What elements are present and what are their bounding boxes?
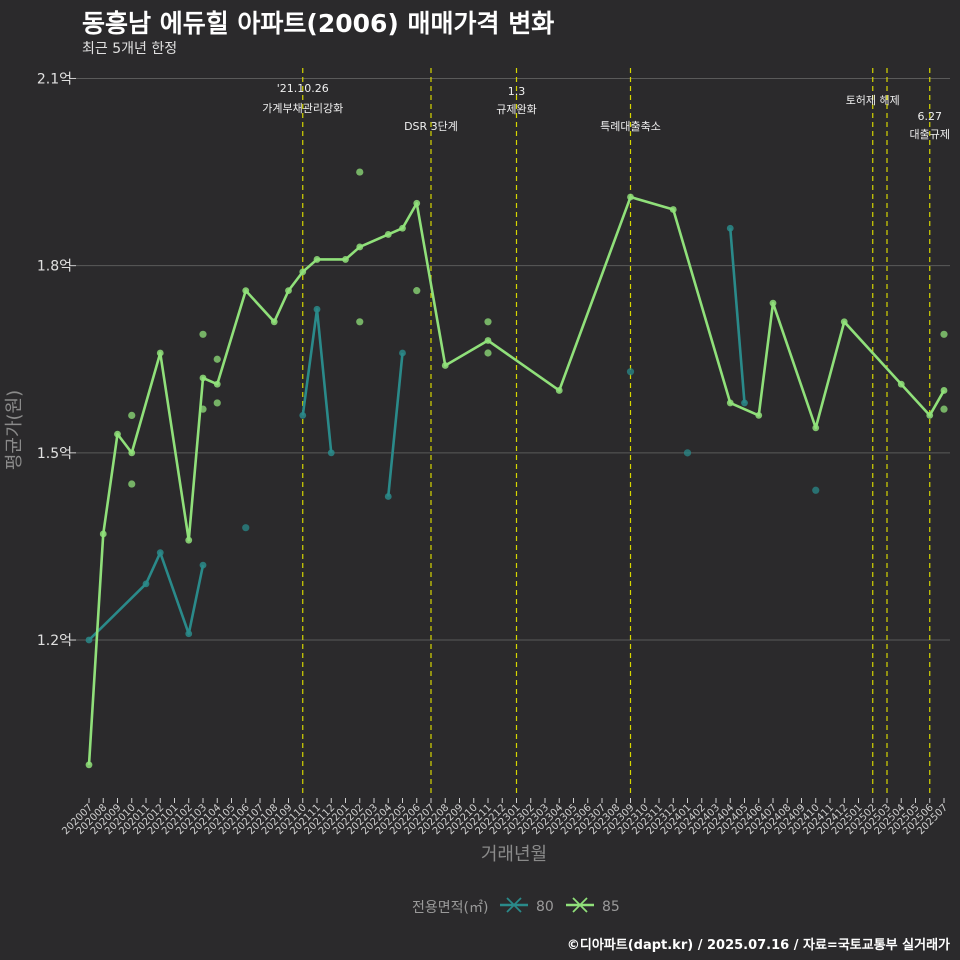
data-point-85 bbox=[313, 256, 321, 263]
chart-subtitle: 최근 5개년 한정 bbox=[82, 41, 178, 57]
y-axis-ticks: 1.2억 1.5억 1.8억 2.1억 bbox=[37, 71, 76, 649]
data-point-85 bbox=[726, 399, 734, 407]
data-point-85 bbox=[484, 337, 492, 344]
event-annotation: '21.10.26 bbox=[277, 82, 329, 95]
data-point-80 bbox=[741, 399, 748, 407]
series-line-80 bbox=[386, 352, 404, 497]
event-annotation: DSR 3단계 bbox=[404, 120, 458, 133]
data-point-80 bbox=[812, 486, 820, 494]
source-caption: ©디아파트(dapt.kr) / 2025.07.16 / 자료=국토교통부 실… bbox=[566, 938, 950, 953]
data-point-80 bbox=[299, 412, 307, 419]
data-point-85 bbox=[812, 424, 820, 432]
event-annotation: 특례대출축소 bbox=[600, 120, 661, 133]
data-point-85 bbox=[413, 287, 421, 295]
event-annotation: 대출규제 bbox=[910, 128, 950, 141]
data-point-85 bbox=[99, 530, 107, 538]
legend-label-85: 85 bbox=[602, 899, 620, 915]
x-axis-title: 거래년월 bbox=[481, 844, 547, 865]
x-axis-ticks: 2020072020082020092020102020112020122021… bbox=[60, 798, 950, 837]
series-line-80 bbox=[728, 228, 746, 404]
event-annotation: 규제완화 bbox=[496, 103, 536, 116]
data-point-80 bbox=[399, 349, 406, 357]
data-point-85 bbox=[128, 480, 136, 488]
data-point-85 bbox=[669, 206, 677, 213]
data-point-80 bbox=[85, 636, 93, 644]
data-point-85 bbox=[85, 761, 93, 769]
y-tick-label: 1.8억 bbox=[37, 259, 72, 275]
legend: 전용면적(㎡) 80 85 bbox=[412, 897, 620, 916]
data-point-85 bbox=[128, 449, 136, 457]
y-tick-label: 1.2억 bbox=[37, 633, 72, 649]
legend-marker-80 bbox=[506, 897, 522, 913]
data-point-85 bbox=[484, 349, 492, 357]
legend-marker-85 bbox=[572, 897, 588, 913]
series-line-80 bbox=[301, 308, 333, 453]
data-point-80 bbox=[242, 524, 250, 532]
data-point-85 bbox=[270, 318, 278, 326]
data-point-85 bbox=[897, 380, 905, 388]
data-point-85 bbox=[242, 287, 250, 295]
data-point-85 bbox=[755, 412, 763, 419]
data-point-85 bbox=[213, 380, 221, 388]
data-point-85 bbox=[555, 387, 563, 394]
data-point-85 bbox=[213, 399, 221, 407]
series-line-85 bbox=[87, 195, 946, 765]
y-tick-label: 1.5억 bbox=[37, 446, 72, 462]
data-point-85 bbox=[356, 243, 364, 251]
data-point-85 bbox=[156, 349, 164, 357]
data-point-85 bbox=[484, 318, 492, 326]
legend-title: 전용면적(㎡) bbox=[412, 900, 488, 916]
data-point-80 bbox=[313, 305, 321, 313]
data-point-85 bbox=[627, 193, 634, 201]
data-point-85 bbox=[940, 330, 948, 338]
data-point-85 bbox=[128, 411, 136, 420]
data-point-80 bbox=[327, 449, 335, 457]
y-axis-title: 평균가(원) bbox=[4, 390, 25, 470]
data-point-85 bbox=[940, 387, 948, 394]
event-annotation: 6.27 bbox=[918, 110, 943, 123]
data-point-80 bbox=[142, 580, 150, 588]
data-point-85 bbox=[399, 224, 406, 232]
data-point-85 bbox=[356, 168, 364, 176]
data-point-85 bbox=[285, 287, 292, 295]
data-point-85 bbox=[199, 374, 207, 382]
data-point-85 bbox=[199, 330, 207, 338]
data-point-85 bbox=[114, 430, 121, 438]
data-point-80 bbox=[199, 561, 207, 569]
data-point-85 bbox=[213, 355, 221, 363]
data-point-85 bbox=[413, 199, 421, 207]
chart-title: 동흥남 에듀힐 아파트(2006) 매매가격 변화 bbox=[82, 9, 555, 38]
event-annotation: 가계부채관리강화 bbox=[262, 102, 343, 115]
legend-label-80: 80 bbox=[536, 899, 554, 915]
series-line-80 bbox=[88, 551, 205, 641]
series-layer bbox=[85, 168, 948, 769]
grid-lines bbox=[76, 77, 950, 641]
data-point-85 bbox=[926, 412, 934, 419]
data-point-80 bbox=[185, 630, 193, 638]
data-point-80 bbox=[384, 493, 392, 500]
data-point-80 bbox=[626, 368, 635, 376]
data-point-85 bbox=[441, 362, 449, 369]
data-point-85 bbox=[840, 318, 848, 326]
data-point-80 bbox=[156, 549, 164, 557]
event-annotation: 1.3 bbox=[508, 85, 526, 98]
data-point-85 bbox=[384, 231, 392, 238]
y-tick-label: 2.1억 bbox=[37, 71, 72, 87]
data-point-85 bbox=[185, 536, 193, 544]
event-annotation: 토허제 해제 bbox=[846, 93, 900, 107]
data-point-85 bbox=[356, 318, 364, 326]
data-point-85 bbox=[199, 405, 207, 413]
data-point-85 bbox=[769, 299, 777, 307]
data-point-85 bbox=[342, 256, 349, 263]
data-point-85 bbox=[940, 405, 948, 413]
data-point-80 bbox=[726, 224, 734, 232]
data-point-85 bbox=[299, 268, 307, 276]
data-point-80 bbox=[683, 449, 692, 457]
